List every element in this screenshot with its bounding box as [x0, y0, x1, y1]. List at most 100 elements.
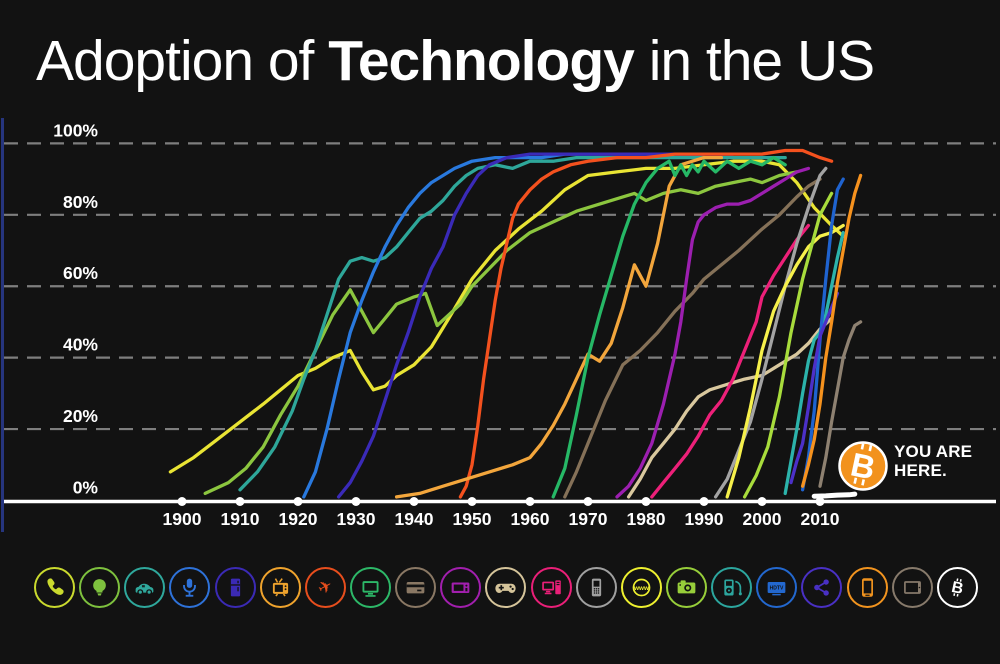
svg-text:B: B: [950, 578, 965, 598]
x-axis-label-1950: 1950: [453, 509, 492, 529]
page-title: Adoption of Technology in the US: [36, 28, 875, 94]
hdtv-icon: HDTV: [767, 582, 786, 596]
icon-microwave: [440, 567, 482, 608]
cell-phone-icon: [591, 578, 601, 597]
x-tick-dot-1960: [525, 497, 535, 506]
series-credit-card: [563, 177, 822, 499]
x-axis-label-1960: 1960: [511, 509, 550, 529]
icon-internet: www: [620, 567, 662, 608]
mp3-player-icon: [724, 579, 742, 596]
icon-video-games: [485, 567, 527, 608]
x-axis-label-1970: 1970: [569, 509, 608, 529]
internet-icon: www: [632, 578, 651, 597]
x-tick-dot-1930: [351, 497, 361, 506]
x-tick-dot-2000: [757, 497, 767, 506]
radio-icon: [183, 578, 197, 597]
series-radio: [302, 152, 706, 499]
icon-credit-card: [395, 567, 437, 608]
smartphone-icon: [861, 578, 873, 597]
x-axis-label-1930: 1930: [337, 509, 376, 529]
x-tick-dot-1910: [235, 497, 245, 506]
icon-social-media: [801, 567, 843, 608]
television-icon: [272, 578, 288, 597]
icon-computer: [530, 567, 572, 608]
series-cell-phone: [713, 166, 828, 499]
series-tablet: [818, 320, 863, 488]
y-axis-label-100: 100%: [53, 120, 98, 140]
series-automobile: [203, 170, 799, 496]
refrigerator-icon: [230, 578, 240, 597]
icon-tablet: [891, 567, 933, 608]
series-computer: [650, 223, 811, 499]
svg-text:www: www: [633, 585, 649, 592]
series-electricity: [238, 155, 787, 492]
svg-text:HDTV: HDTV: [770, 585, 784, 591]
icon-refrigerator: [214, 567, 256, 608]
icon-hdtv: HDTV: [756, 567, 798, 608]
y-axis-label-20: 20%: [63, 406, 98, 426]
x-tick-dot-1920: [293, 497, 303, 506]
digital-camera-icon: [677, 580, 696, 594]
x-tick-dot-1950: [467, 497, 477, 506]
x-tick-dot-1900: [177, 497, 187, 506]
tablet-icon: [903, 581, 921, 594]
bitcoin-icon: B: [950, 578, 965, 598]
y-axis-label-40: 40%: [63, 335, 98, 355]
series-hdtv: [800, 177, 845, 492]
svg-text:✈: ✈: [314, 575, 336, 599]
electricity-icon: [93, 579, 106, 596]
x-axis-label-1940: 1940: [395, 509, 434, 529]
x-tick-dot-1980: [641, 497, 651, 506]
series-digital-camera: [742, 191, 834, 499]
series-microwave: [615, 166, 811, 499]
icon-radio: [169, 567, 211, 608]
x-tick-dot-1940: [409, 497, 419, 506]
icon-automobile: [124, 567, 166, 608]
credit-card-icon: [406, 582, 425, 594]
series-telephone: [168, 159, 845, 474]
x-axis-label-2010: 2010: [801, 509, 840, 529]
series-mp3-player: [783, 230, 845, 496]
series-television: [458, 148, 834, 499]
automobile-icon: [135, 583, 154, 596]
x-axis-label-1900: 1900: [163, 509, 202, 529]
bitcoin-marker-circle: [838, 441, 888, 491]
y-axis-label-80: 80%: [63, 192, 98, 212]
series-refrigerator: [336, 152, 735, 499]
icon-color-tv: [349, 567, 391, 608]
y-axis-label-0: 0%: [73, 478, 99, 498]
air-travel-icon: ✈: [314, 575, 336, 599]
x-axis-label-1980: 1980: [627, 509, 666, 529]
x-axis-label-2000: 2000: [743, 509, 782, 529]
you-are-here-label: YOU ARE HERE.: [894, 442, 972, 480]
you-are-here-line2: HERE.: [894, 461, 947, 480]
title-pre: Adoption of: [36, 29, 329, 93]
series-video-games: [626, 316, 834, 499]
icon-telephone: [34, 567, 75, 608]
x-axis-label-1920: 1920: [279, 509, 318, 529]
icon-air-travel: ✈: [304, 567, 346, 608]
telephone-icon: [47, 578, 64, 595]
bitcoin-marker: B: [838, 441, 888, 491]
icon-mp3-player: [711, 567, 753, 608]
icon-cell-phone: [575, 567, 617, 608]
microwave-icon: [451, 582, 470, 593]
technology-icon-legend: ✈ www HDTV B: [34, 567, 978, 608]
x-axis-label-1910: 1910: [221, 509, 260, 529]
series-bitcoin: [811, 491, 858, 499]
you-are-here-line1: YOU ARE: [894, 442, 973, 461]
icon-electricity: [79, 567, 121, 608]
title-emphasis: Technology: [328, 29, 635, 93]
icon-smartphone: [846, 567, 888, 608]
computer-icon: [541, 580, 561, 595]
series-color-tv: [551, 155, 787, 499]
x-axis-label-1990: 1990: [685, 509, 724, 529]
series-social-media: [789, 291, 840, 485]
x-tick-dot-1970: [583, 497, 593, 506]
x-tick-dot-2010: [815, 497, 825, 506]
color-tv-icon: [362, 581, 379, 597]
icon-digital-camera: [665, 567, 707, 608]
icon-bitcoin: B: [936, 567, 978, 608]
